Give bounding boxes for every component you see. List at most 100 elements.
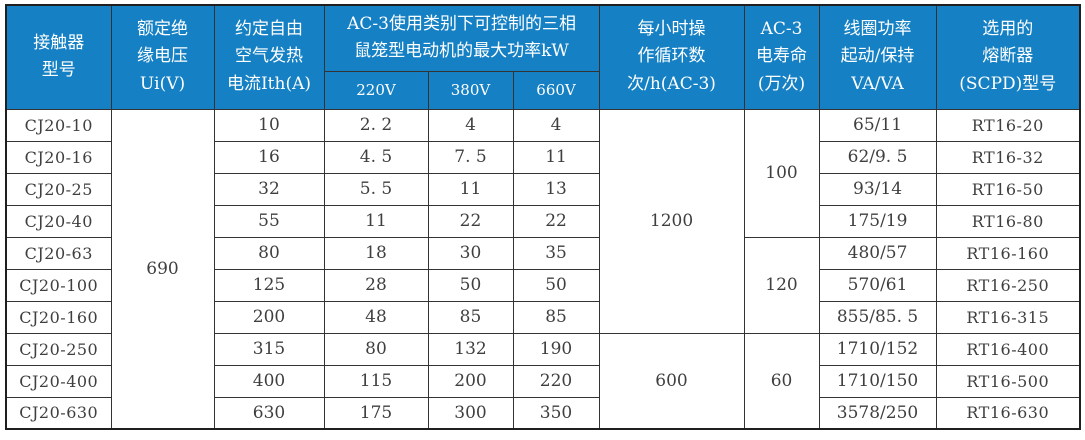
- cell-coil-power: 480/57: [818, 236, 937, 270]
- cell-p660: 350: [512, 396, 600, 430]
- cell-ops-per-hour: 1200: [598, 108, 745, 334]
- cell-p220: 11: [323, 204, 429, 238]
- cell-fuse: RT16-20: [935, 108, 1081, 142]
- cell-coil-power: 65/11: [818, 108, 937, 142]
- header-insulation-voltage: 额定绝 缘电压 Ui(V): [110, 4, 215, 110]
- cell-model: CJ20-63: [5, 236, 112, 270]
- header-thermal-current: 约定自由 空气发热 电流Ith(A): [213, 4, 325, 110]
- cell-ith: 400: [213, 364, 325, 398]
- cell-p660: 50: [512, 268, 600, 302]
- cell-p220: 115: [323, 364, 429, 398]
- cell-fuse: RT16-32: [935, 140, 1081, 174]
- cell-p220: 80: [323, 332, 429, 366]
- table-row: CJ20-250 315 80 132 190 600 60 1710/152 …: [5, 332, 1081, 430]
- cell-p660: 85: [512, 300, 600, 334]
- cell-ith: 200: [213, 300, 325, 334]
- cell-p660: 22: [512, 204, 600, 238]
- cell-p380: 4: [427, 108, 514, 142]
- cell-model: CJ20-10: [5, 108, 112, 142]
- cell-p220: 18: [323, 236, 429, 270]
- cell-ith: 80: [213, 236, 325, 270]
- cell-ith: 125: [213, 268, 325, 302]
- cell-p660: 13: [512, 172, 600, 206]
- cell-model: CJ20-100: [5, 268, 112, 302]
- cell-p380: 300: [427, 396, 514, 430]
- cell-p660: 220: [512, 364, 600, 398]
- cell-model: CJ20-40: [5, 204, 112, 238]
- cell-fuse: RT16-630: [935, 396, 1081, 430]
- table-row: CJ20-25 32 5. 5 11 13 93/14 RT16-50: [5, 172, 1081, 206]
- table-row: CJ20-100 125 28 50 50 570/61 RT16-250: [5, 268, 1081, 302]
- header-380v: 380V: [427, 70, 514, 110]
- contactor-spec-table: 接触器 型号 额定绝 缘电压 Ui(V) 约定自由 空气发热 电流Ith(A) …: [5, 4, 1082, 430]
- cell-ith: 315: [213, 332, 325, 366]
- cell-p380: 50: [427, 268, 514, 302]
- table-row: CJ20-400 400 115 200 220 1710/150 RT16-5…: [5, 364, 1081, 398]
- cell-p380: 11: [427, 172, 514, 206]
- header-ops-per-hour: 每小时操 作循环数 次/h(AC-3): [598, 4, 745, 110]
- header-660v: 660V: [512, 70, 600, 110]
- header-220v: 220V: [323, 70, 429, 110]
- cell-fuse: RT16-50: [935, 172, 1081, 206]
- cell-ops-per-hour: 600: [598, 332, 745, 430]
- cell-coil-power: 175/19: [818, 204, 937, 238]
- table-body: CJ20-10 690 10 2. 2 4 4 1200 100 65/11 R…: [5, 108, 1081, 430]
- cell-model: CJ20-160: [5, 300, 112, 334]
- cell-p380: 85: [427, 300, 514, 334]
- header-coil-power: 线圈功率 起动/保持 VA/VA: [818, 4, 937, 110]
- cell-model: CJ20-16: [5, 140, 112, 174]
- cell-fuse: RT16-160: [935, 236, 1081, 270]
- cell-p660: 35: [512, 236, 600, 270]
- cell-coil-power: 1710/152: [818, 332, 937, 366]
- cell-coil-power: 93/14: [818, 172, 937, 206]
- table-row: CJ20-40 55 11 22 22 175/19 RT16-80: [5, 204, 1081, 238]
- cell-model: CJ20-250: [5, 332, 112, 366]
- cell-model: CJ20-400: [5, 364, 112, 398]
- cell-p660: 190: [512, 332, 600, 366]
- cell-coil-power: 1710/150: [818, 364, 937, 398]
- table-header: 接触器 型号 额定绝 缘电压 Ui(V) 约定自由 空气发热 电流Ith(A) …: [5, 4, 1081, 110]
- cell-p220: 48: [323, 300, 429, 334]
- header-fuse: 选用的 熔断器 (SCPD)型号: [935, 4, 1081, 110]
- cell-fuse: RT16-250: [935, 268, 1081, 302]
- cell-ith: 16: [213, 140, 325, 174]
- cell-p380: 30: [427, 236, 514, 270]
- table-row: CJ20-630 630 175 300 350 3578/250 RT16-6…: [5, 396, 1081, 430]
- table-row: CJ20-63 80 18 30 35 120 480/57 RT16-160: [5, 236, 1081, 334]
- cell-electrical-life: 60: [743, 332, 820, 430]
- cell-p220: 5. 5: [323, 172, 429, 206]
- cell-coil-power: 570/61: [818, 268, 937, 302]
- cell-coil-power: 62/9. 5: [818, 140, 937, 174]
- header-electrical-life: AC-3 电寿命 (万次): [743, 4, 820, 110]
- cell-p660: 4: [512, 108, 600, 142]
- header-power-group: AC-3使用类别下可控制的三相 鼠笼型电动机的最大功率kW: [323, 4, 600, 72]
- cell-ith: 630: [213, 396, 325, 430]
- cell-fuse: RT16-315: [935, 300, 1081, 334]
- cell-coil-power: 3578/250: [818, 396, 937, 430]
- cell-ith: 10: [213, 108, 325, 142]
- cell-ith: 55: [213, 204, 325, 238]
- cell-p220: 175: [323, 396, 429, 430]
- cell-p380: 200: [427, 364, 514, 398]
- cell-electrical-life: 120: [743, 236, 820, 334]
- table-row: CJ20-16 16 4. 5 7. 5 11 62/9. 5 RT16-32: [5, 140, 1081, 174]
- cell-p220: 28: [323, 268, 429, 302]
- cell-p380: 132: [427, 332, 514, 366]
- cell-p380: 22: [427, 204, 514, 238]
- header-model: 接触器 型号: [5, 4, 112, 110]
- cell-ith: 32: [213, 172, 325, 206]
- cell-insulation-voltage: 690: [110, 108, 215, 430]
- table-row: CJ20-10 690 10 2. 2 4 4 1200 100 65/11 R…: [5, 108, 1081, 430]
- cell-p660: 11: [512, 140, 600, 174]
- cell-coil-power: 855/85. 5: [818, 300, 937, 334]
- cell-fuse: RT16-500: [935, 364, 1081, 398]
- cell-electrical-life: 100: [743, 108, 820, 238]
- cell-model: CJ20-25: [5, 172, 112, 206]
- cell-model: CJ20-630: [5, 396, 112, 430]
- cell-p380: 7. 5: [427, 140, 514, 174]
- cell-fuse: RT16-80: [935, 204, 1081, 238]
- cell-p220: 4. 5: [323, 140, 429, 174]
- cell-fuse: RT16-400: [935, 332, 1081, 366]
- cell-p220: 2. 2: [323, 108, 429, 142]
